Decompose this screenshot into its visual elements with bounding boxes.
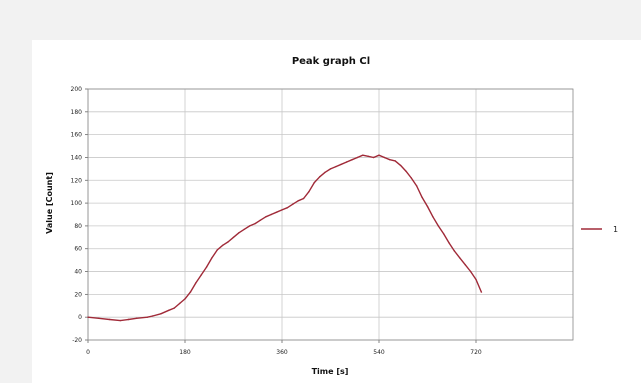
data-point bbox=[178, 302, 181, 305]
plot-area-border bbox=[87, 88, 574, 341]
data-point bbox=[340, 163, 342, 165]
y-tick-label: 60 bbox=[74, 246, 82, 253]
data-point bbox=[286, 207, 289, 209]
data-point bbox=[173, 307, 175, 309]
chart-title: Peak graph Cl bbox=[292, 56, 370, 67]
data-point bbox=[421, 196, 423, 199]
data-point bbox=[448, 242, 450, 244]
data-point bbox=[160, 313, 162, 315]
data-point bbox=[87, 316, 89, 318]
data-point bbox=[475, 278, 477, 281]
data-point bbox=[108, 318, 111, 321]
data-point bbox=[410, 177, 412, 179]
y-axis-ticks: -20 0 20 40 60 80 100 120 140 160 180 200 bbox=[71, 86, 88, 344]
data-point bbox=[432, 216, 434, 218]
x-tick-label: 180 bbox=[179, 349, 191, 356]
series-layer bbox=[87, 154, 483, 322]
data-point bbox=[324, 171, 326, 173]
y-tick-label: -20 bbox=[72, 337, 82, 344]
data-point bbox=[362, 154, 364, 156]
data-point bbox=[227, 241, 229, 243]
data-point bbox=[189, 291, 192, 293]
data-point bbox=[184, 298, 186, 300]
data-point bbox=[135, 317, 138, 319]
x-tick-label: 360 bbox=[276, 349, 288, 356]
y-tick-label: 200 bbox=[71, 86, 83, 93]
y-tick-label: 80 bbox=[74, 223, 82, 230]
data-point bbox=[302, 197, 305, 200]
chart-panel bbox=[32, 40, 641, 383]
data-point bbox=[464, 264, 466, 266]
data-point bbox=[270, 213, 272, 216]
data-point bbox=[152, 315, 154, 317]
data-point bbox=[200, 274, 202, 276]
data-point bbox=[367, 155, 369, 157]
x-tick-label: 540 bbox=[373, 349, 385, 356]
data-point bbox=[443, 233, 445, 235]
data-point bbox=[437, 225, 439, 227]
data-point bbox=[259, 219, 262, 221]
data-point bbox=[383, 156, 386, 159]
data-point bbox=[119, 319, 122, 322]
data-point bbox=[265, 216, 267, 218]
data-point bbox=[329, 168, 332, 170]
data-point bbox=[389, 159, 391, 161]
data-point bbox=[127, 318, 130, 321]
data-point bbox=[351, 159, 353, 161]
data-point bbox=[146, 316, 148, 318]
data-point bbox=[249, 225, 251, 227]
y-tick-label: 160 bbox=[71, 132, 83, 139]
y-tick-label: 140 bbox=[71, 154, 83, 161]
y-tick-label: 0 bbox=[78, 314, 82, 321]
data-point bbox=[335, 165, 337, 168]
data-point bbox=[319, 176, 321, 178]
y-tick-label: 120 bbox=[71, 177, 83, 184]
x-axis-ticks: 0 180 360 540 720 bbox=[86, 340, 482, 356]
y-tick-label: 180 bbox=[71, 109, 83, 116]
data-point bbox=[205, 266, 208, 268]
data-point bbox=[453, 250, 456, 252]
data-point bbox=[168, 309, 170, 311]
data-point bbox=[346, 161, 348, 163]
data-point bbox=[480, 291, 483, 293]
grid-lines bbox=[87, 88, 573, 341]
data-point bbox=[243, 228, 245, 230]
data-point bbox=[459, 257, 461, 259]
data-point bbox=[254, 222, 256, 225]
data-point bbox=[292, 203, 294, 205]
data-point bbox=[275, 211, 278, 213]
data-point bbox=[378, 154, 380, 156]
y-axis-label: Value [Count] bbox=[45, 172, 54, 234]
legend-label-1: 1 bbox=[613, 225, 618, 234]
y-tick-label: 100 bbox=[71, 200, 83, 207]
data-point bbox=[211, 257, 213, 259]
x-tick-label: 720 bbox=[470, 349, 482, 356]
data-point bbox=[426, 205, 429, 208]
data-point bbox=[416, 185, 418, 187]
data-point bbox=[98, 317, 100, 319]
data-point bbox=[281, 209, 283, 211]
data-point bbox=[216, 249, 218, 251]
data-point bbox=[356, 156, 359, 159]
data-point bbox=[222, 244, 224, 246]
data-point bbox=[313, 181, 315, 184]
data-point bbox=[399, 164, 402, 167]
data-point bbox=[372, 156, 375, 159]
data-point bbox=[405, 170, 407, 172]
data-point bbox=[469, 270, 472, 273]
data-point bbox=[297, 200, 299, 202]
data-point bbox=[232, 236, 235, 238]
series-line-1 bbox=[87, 154, 483, 322]
legend: 1 bbox=[581, 225, 618, 234]
y-tick-label: 40 bbox=[74, 269, 82, 276]
data-point bbox=[394, 160, 396, 162]
x-tick-label: 0 bbox=[86, 349, 90, 356]
data-point bbox=[195, 282, 197, 284]
data-point bbox=[238, 232, 240, 234]
x-axis-label: Time [s] bbox=[312, 367, 349, 376]
data-point bbox=[308, 191, 310, 193]
y-tick-label: 20 bbox=[74, 291, 82, 298]
